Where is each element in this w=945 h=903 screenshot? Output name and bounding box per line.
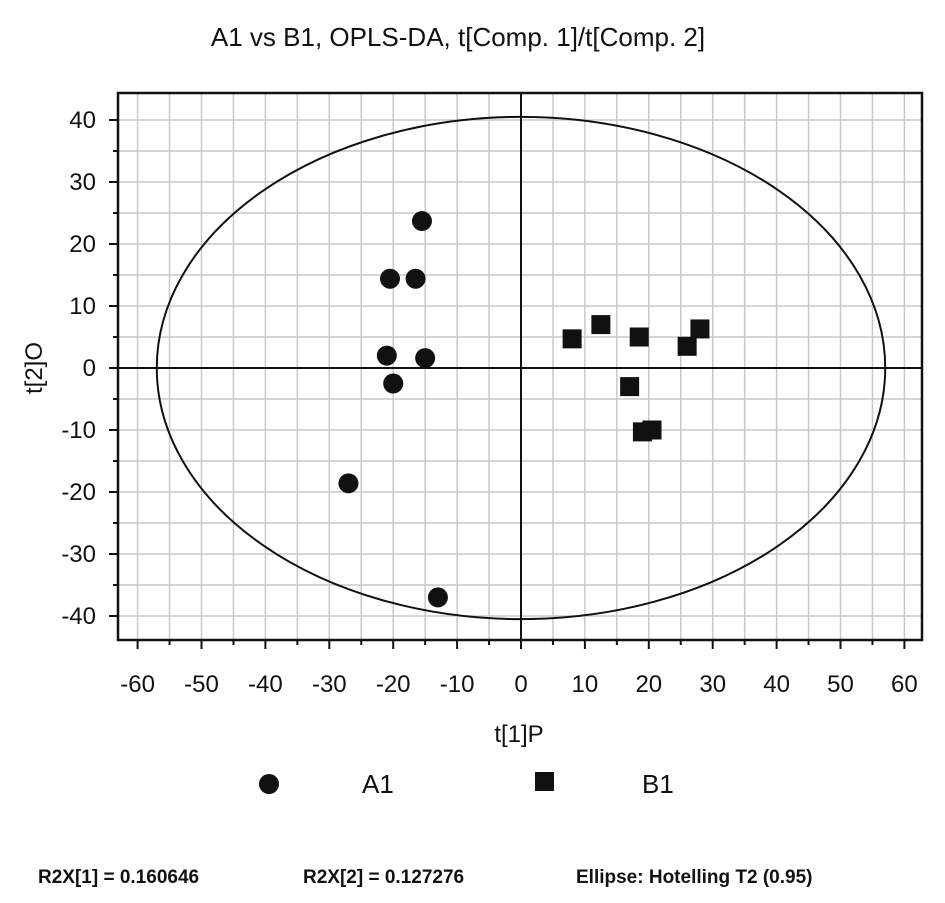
point-b1: [642, 420, 662, 440]
x-tick-label: -30: [312, 671, 347, 698]
x-tick-label: 40: [763, 671, 790, 698]
x-axis-title: t[1]P: [494, 721, 543, 748]
point-b1: [562, 329, 582, 349]
y-tick-label: 30: [69, 169, 96, 196]
x-tick-label: -10: [440, 671, 475, 698]
y-tick-labels: -40 -30 -20 -10 0 10 20 30 40: [61, 107, 96, 630]
zero-axes: [118, 93, 922, 640]
point-b1: [591, 315, 611, 335]
y-axis-title: t[2]O: [21, 342, 48, 394]
grid: [109, 93, 922, 649]
y-tick-label: -10: [61, 417, 96, 444]
point-b1: [629, 327, 649, 347]
point-a1: [380, 268, 401, 289]
legend-b1-marker: [535, 772, 554, 791]
point-a1: [405, 268, 426, 289]
ellipse-note: Ellipse: Hotelling T2 (0.95): [576, 867, 813, 888]
point-a1: [427, 587, 448, 608]
point-a1: [376, 345, 397, 366]
x-tick-label: 0: [514, 671, 527, 698]
point-a1: [383, 373, 404, 394]
point-a1: [338, 473, 359, 494]
x-tick-label: -50: [184, 671, 219, 698]
point-b1: [620, 377, 640, 397]
point-b1: [677, 336, 697, 356]
x-tick-labels: -60 -50 -40 -30 -20 -10 0 10 20 30 40 50 60: [120, 671, 917, 698]
y-tick-label: 0: [83, 355, 96, 382]
legend-a1-marker: [259, 774, 279, 794]
x-tick-label: 10: [572, 671, 599, 698]
legend: A1 B1: [259, 769, 674, 799]
r2x1-stat: R2X[1] = 0.160646: [38, 867, 199, 888]
legend-a1-label: A1: [362, 769, 394, 799]
y-tick-label: 40: [69, 107, 96, 134]
point-b1: [690, 319, 710, 339]
legend-b1-label: B1: [642, 769, 674, 799]
y-tick-label: -30: [61, 541, 96, 568]
x-tick-label: -60: [120, 671, 155, 698]
data-points: [338, 211, 710, 608]
y-tick-label: 10: [69, 293, 96, 320]
x-tick-label: 60: [891, 671, 918, 698]
hotelling-ellipse-layer: [155, 115, 887, 621]
plot-frame: [116, 91, 924, 642]
y-tick-label: -40: [61, 603, 96, 630]
x-tick-label: -20: [376, 671, 411, 698]
chart-title: A1 vs B1, OPLS-DA, t[Comp. 1]/t[Comp. 2]: [211, 22, 705, 52]
hotelling-ellipse: [155, 115, 887, 621]
x-tick-label: 20: [635, 671, 662, 698]
x-tick-label: 50: [827, 671, 854, 698]
r2x2-stat: R2X[2] = 0.127276: [303, 867, 464, 888]
point-a1: [415, 348, 436, 369]
y-tick-label: -20: [61, 479, 96, 506]
y-tick-label: 20: [69, 231, 96, 258]
x-tick-label: 30: [699, 671, 726, 698]
point-a1: [411, 211, 432, 232]
x-tick-label: -40: [248, 671, 283, 698]
